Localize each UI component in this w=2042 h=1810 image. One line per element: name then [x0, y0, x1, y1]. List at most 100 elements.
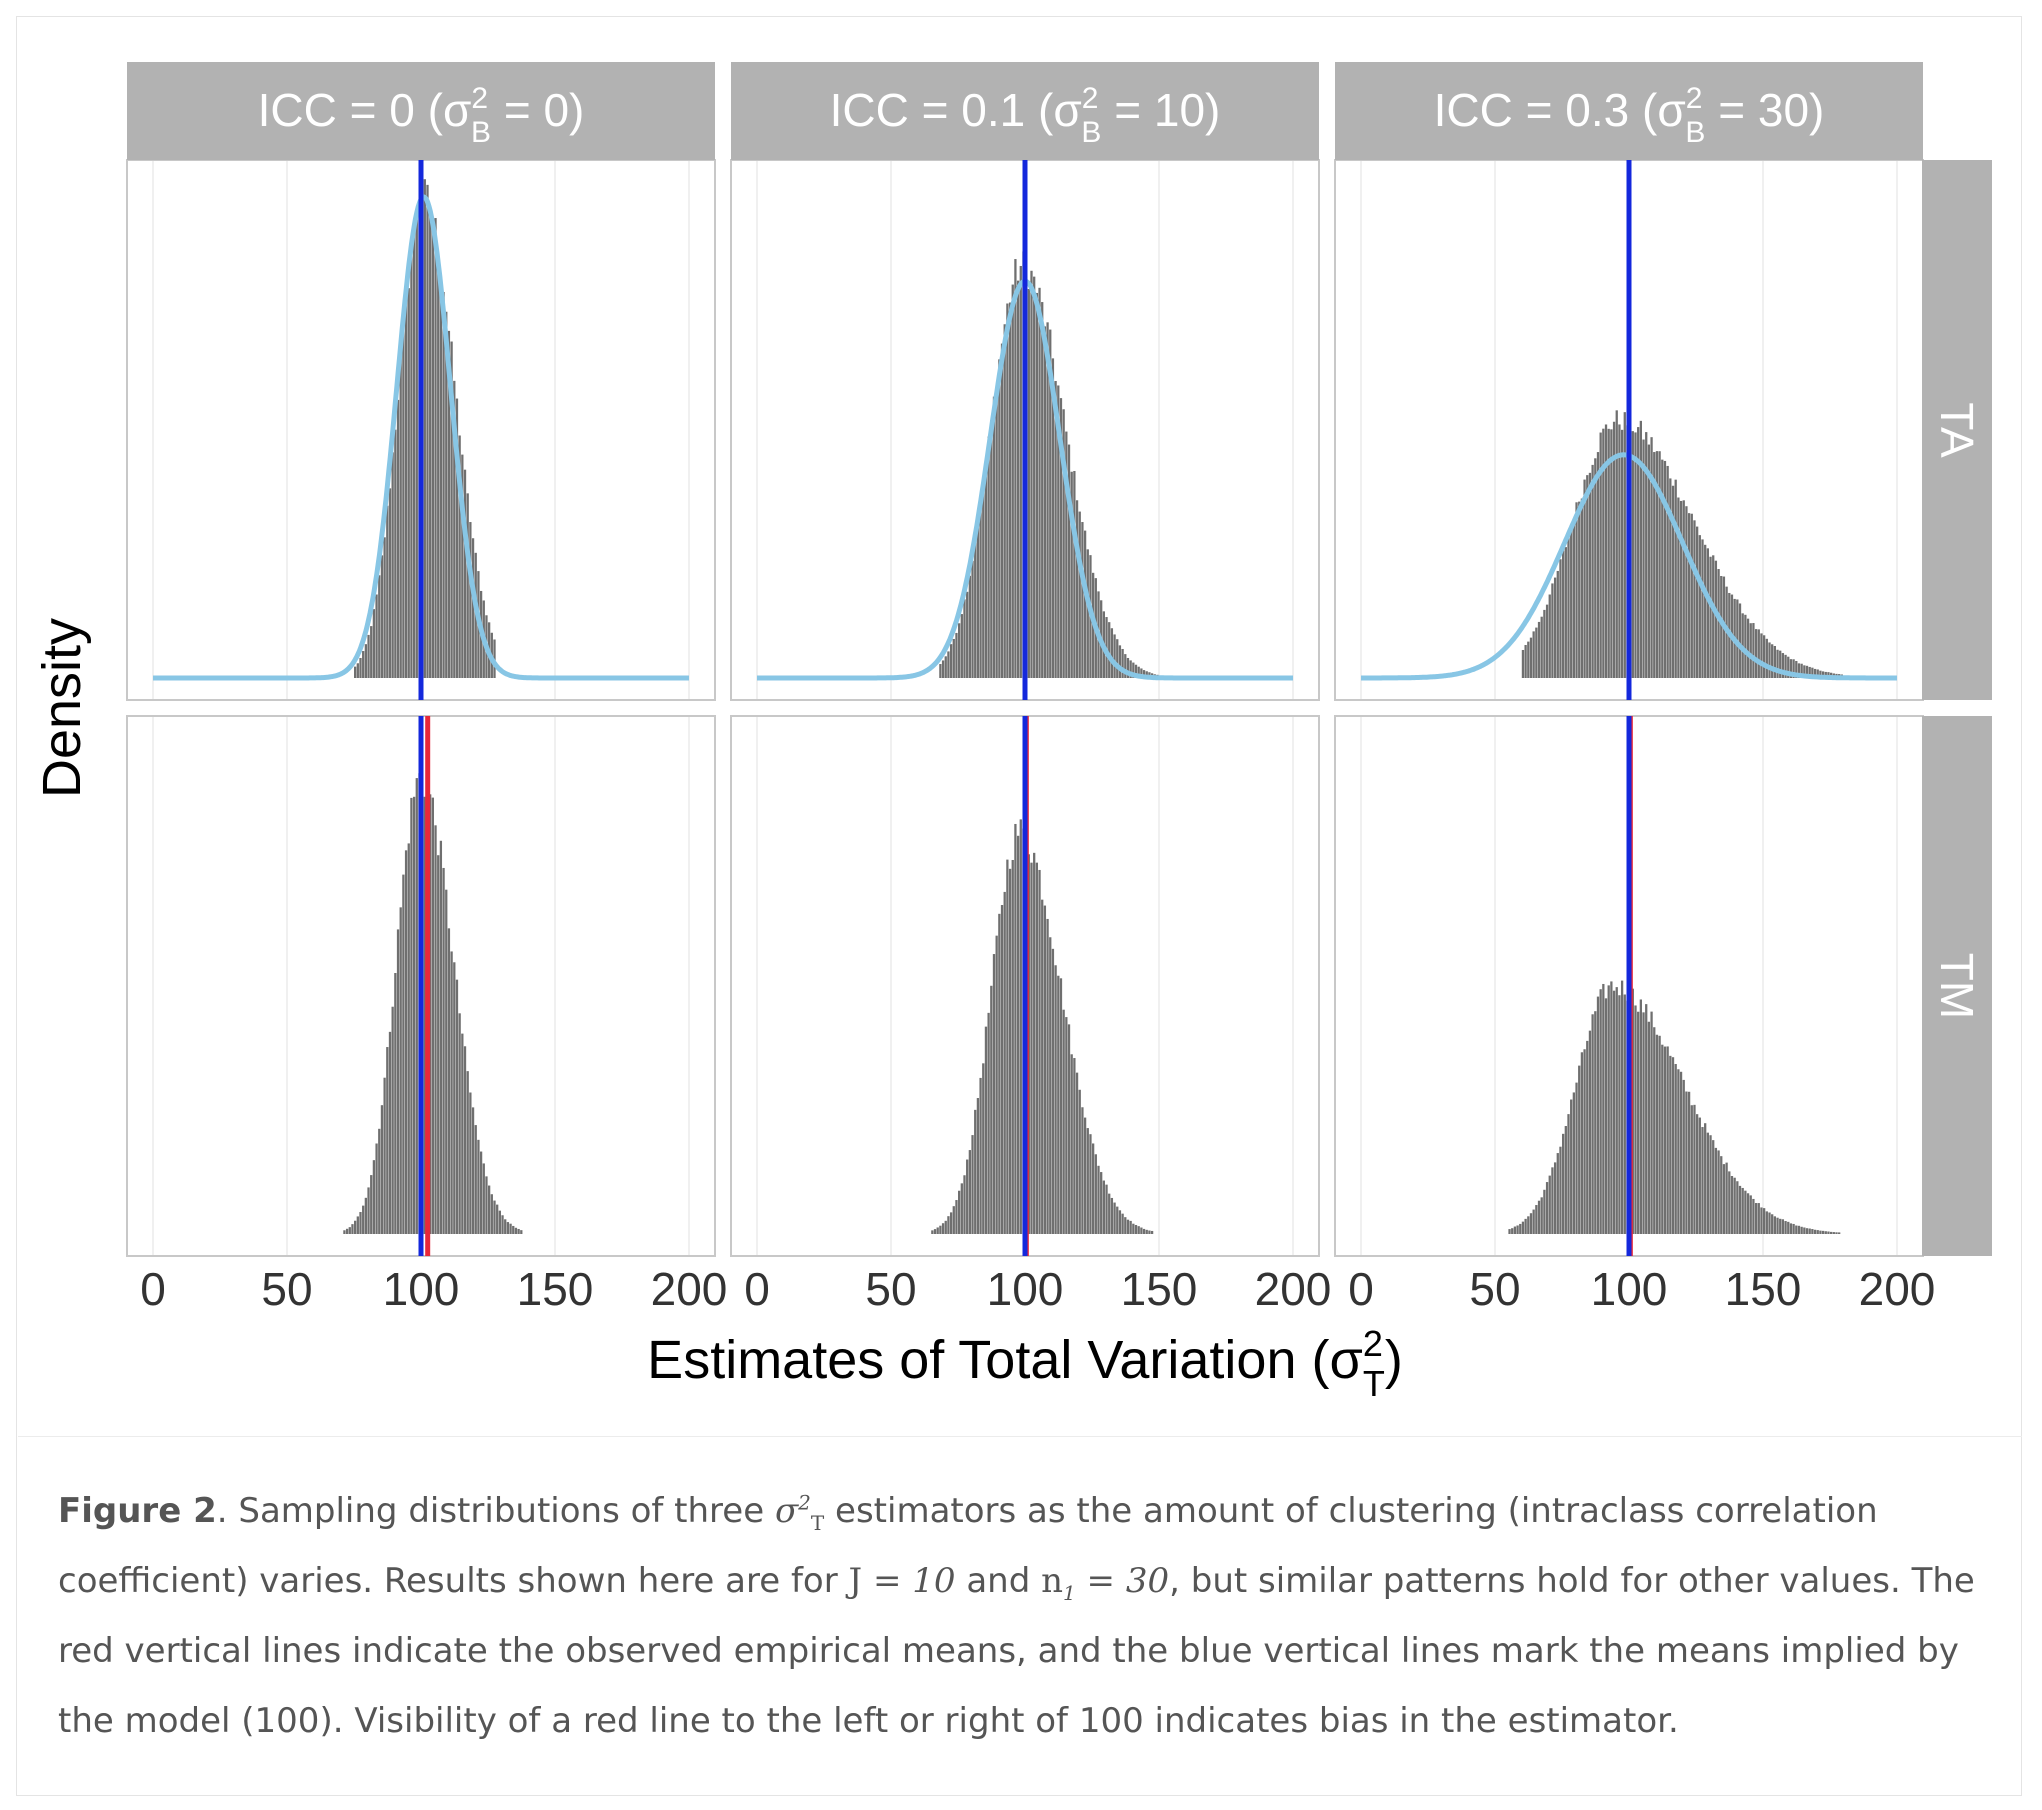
histogram-bar	[1610, 981, 1613, 1234]
histogram-bar	[982, 485, 985, 678]
histogram-bar	[1803, 665, 1806, 678]
histogram-bar	[466, 1071, 469, 1234]
histogram-bar	[1647, 444, 1651, 678]
histogram-bar	[1792, 1223, 1795, 1234]
histogram-bar	[1746, 1193, 1750, 1234]
histogram-bar	[488, 1185, 491, 1234]
histogram-bar	[1655, 451, 1659, 678]
histogram-bar	[1033, 276, 1036, 678]
histogram-bar	[1763, 1208, 1766, 1234]
histogram-bar	[1562, 1133, 1565, 1234]
histogram-bar	[1787, 656, 1790, 678]
histogram-bar	[1118, 1210, 1122, 1234]
histogram-bar	[356, 1216, 359, 1234]
histogram-bar	[1808, 666, 1811, 678]
histogram-bar	[1642, 1012, 1645, 1234]
histogram-bar	[1754, 629, 1758, 678]
histogram-bar	[966, 591, 969, 678]
histogram-bar	[1000, 905, 1004, 1234]
histogram-bar	[402, 318, 405, 678]
histogram-bar	[1067, 444, 1071, 678]
histogram-bar	[364, 644, 367, 678]
histogram-bar	[461, 454, 464, 678]
histogram-bar	[995, 935, 998, 1234]
histogram-bar	[412, 796, 416, 1234]
caption-n-value: 30	[1125, 1561, 1170, 1601]
histogram-bar	[364, 1197, 367, 1234]
histogram-bar	[1645, 432, 1648, 678]
histogram-bar	[1669, 478, 1672, 678]
histogram-bar	[469, 522, 472, 678]
histogram-bar	[1548, 594, 1551, 678]
histogram-bar	[976, 1098, 980, 1234]
histogram-bar	[455, 398, 459, 678]
histogram-bar	[1011, 859, 1014, 1234]
histogram-bar	[1556, 570, 1559, 678]
histogram-bar	[992, 954, 996, 1234]
histogram-bar	[1612, 990, 1616, 1234]
histogram-bar	[1094, 1154, 1097, 1234]
histogram-bar	[1100, 1172, 1103, 1234]
histogram-bar	[1067, 1024, 1071, 1234]
figure-caption: Figure 2. Sampling distributions of thre…	[58, 1476, 1988, 1756]
histogram-bar	[514, 1227, 518, 1234]
histogram-bar	[968, 1150, 971, 1234]
histogram-bar	[1070, 471, 1073, 678]
histogram-bar	[1808, 1228, 1811, 1234]
histogram-bar	[941, 1223, 945, 1234]
caption-sigma: σ	[774, 1491, 799, 1531]
histogram-bar	[354, 666, 357, 678]
histogram-bar	[1591, 1014, 1594, 1234]
histogram-bar	[1768, 642, 1771, 678]
histogram-bar	[963, 599, 966, 678]
histogram-bar	[509, 1223, 512, 1234]
histogram-bar	[1118, 645, 1122, 678]
histogram-bar	[1062, 1009, 1065, 1234]
faceted-histogram-chart: ICC = 0 (σ2 B = 0) ICC = 0.1 (σ2 B = 10) ICC…	[32, 62, 1992, 1404]
histogram-bar	[394, 973, 397, 1234]
histogram-bar	[1078, 1089, 1081, 1234]
histogram-bar	[1054, 965, 1057, 1234]
histogram-bar	[404, 850, 408, 1234]
histogram-bar	[1607, 985, 1610, 1234]
histogram-bar	[1763, 635, 1766, 678]
histogram-bar	[504, 1219, 507, 1234]
histogram-bar	[1540, 616, 1543, 678]
histogram-bar	[1121, 1213, 1124, 1234]
histogram-bar	[1736, 599, 1739, 678]
histogram-bar	[1121, 648, 1124, 678]
caption-divider	[18, 1436, 2022, 1437]
histogram-bar	[378, 1128, 381, 1234]
histogram-bar	[1639, 999, 1642, 1234]
histogram-bar	[380, 555, 384, 678]
histogram-bar	[437, 259, 440, 678]
histogram-bar	[1108, 622, 1111, 678]
histogram-bar	[461, 1033, 464, 1234]
histogram-bar	[1551, 583, 1554, 678]
histogram-bar	[1690, 1105, 1693, 1234]
histogram-bar	[1615, 987, 1618, 1234]
histogram-bar	[383, 537, 386, 678]
histogram-bar	[1059, 398, 1063, 678]
histogram-bar	[345, 1228, 349, 1234]
histogram-bar	[1811, 1229, 1814, 1234]
x-tick-label: 150	[517, 1263, 594, 1315]
histogram-bar	[960, 614, 963, 678]
histogram-bar	[1647, 1021, 1651, 1234]
histogram-bar	[1645, 1004, 1648, 1234]
histogram-bar	[1011, 284, 1014, 678]
histogram-bar	[453, 962, 456, 1234]
histogram-bar	[998, 359, 1001, 678]
histogram-bar	[1744, 1190, 1747, 1234]
histogram-bar	[941, 660, 945, 678]
histogram-bar	[933, 1229, 937, 1234]
histogram-bar	[1800, 663, 1803, 678]
caption-text-1: . Sampling distributions of three	[216, 1491, 775, 1531]
histogram-bar	[1653, 1027, 1656, 1234]
histogram-bar	[1776, 649, 1779, 678]
histogram-bar	[404, 289, 408, 678]
histogram-bar	[1006, 303, 1009, 678]
histogram-bar	[429, 211, 432, 678]
histogram-bar	[1661, 1044, 1664, 1234]
histogram-bar	[1717, 569, 1720, 678]
